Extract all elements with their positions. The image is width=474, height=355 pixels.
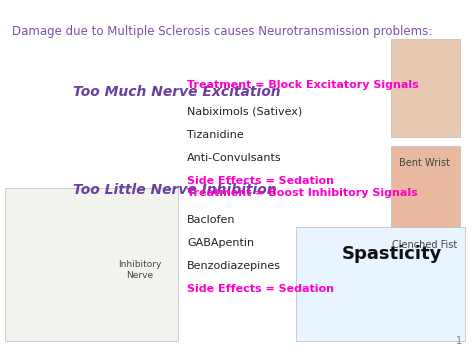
Text: Tizanidine: Tizanidine [187,130,244,140]
Text: Inhibitory
Nerve: Inhibitory Nerve [118,260,162,279]
Text: Too Much Nerve Excitation: Too Much Nerve Excitation [73,85,281,99]
Text: Nabiximols (Sativex): Nabiximols (Sativex) [187,107,302,117]
FancyBboxPatch shape [5,188,178,341]
Text: Baclofen: Baclofen [187,215,236,225]
Text: Spasticity: Spasticity [341,245,442,263]
Text: Bent Wrist: Bent Wrist [399,158,450,168]
FancyBboxPatch shape [296,227,465,341]
Text: Anti-Convulsants: Anti-Convulsants [187,153,282,163]
FancyBboxPatch shape [391,39,460,137]
Text: 1: 1 [456,336,462,346]
Text: Damage due to Multiple Sclerosis causes Neurotransmission problems:: Damage due to Multiple Sclerosis causes … [12,25,432,38]
Text: Benzodiazepines: Benzodiazepines [187,261,281,271]
Text: Treatment = Block Excitatory Signals: Treatment = Block Excitatory Signals [187,80,419,90]
Text: Side Effects = Sedation: Side Effects = Sedation [187,176,334,186]
Text: GABApentin: GABApentin [187,238,255,248]
Text: Treatment = Boost Inhibitory Signals: Treatment = Boost Inhibitory Signals [187,189,418,198]
Text: Too Little Nerve Inhibition: Too Little Nerve Inhibition [73,183,277,197]
FancyBboxPatch shape [391,146,460,233]
Text: Clenched Fist: Clenched Fist [392,240,457,250]
Text: Side Effects = Sedation: Side Effects = Sedation [187,284,334,294]
